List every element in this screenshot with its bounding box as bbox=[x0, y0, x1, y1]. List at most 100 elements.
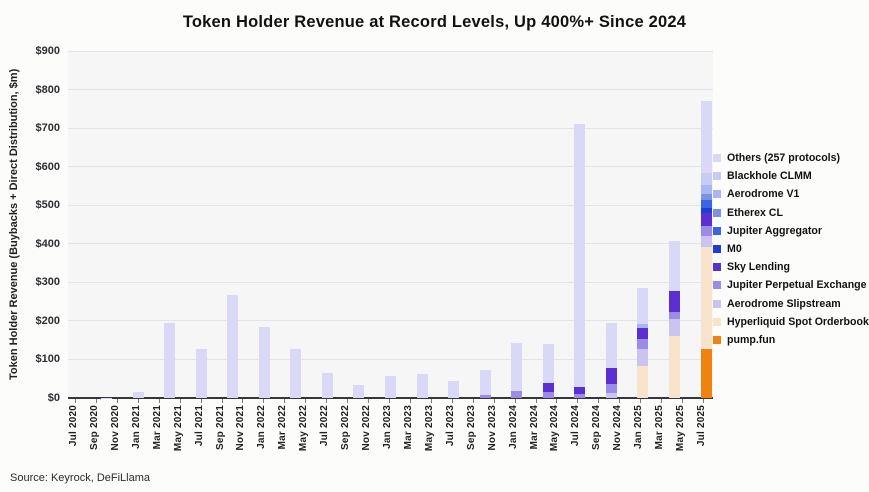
bar-segment bbox=[511, 391, 523, 398]
legend-swatch-icon bbox=[713, 172, 721, 181]
x-tick-label: Jul 2020 bbox=[68, 405, 79, 447]
legend-label: Blackhole CLMM bbox=[727, 170, 812, 183]
legend-swatch-icon bbox=[713, 190, 721, 199]
gridline bbox=[68, 89, 713, 91]
x-tick-mark bbox=[451, 399, 453, 403]
x-tick-label: Mar 2025 bbox=[654, 405, 666, 450]
x-tick-mark bbox=[661, 399, 663, 403]
gridline bbox=[68, 320, 713, 322]
x-tick-mark bbox=[75, 399, 76, 403]
legend-item: Hyperliquid Spot Orderbook bbox=[713, 313, 869, 331]
x-tick-label: Sep 2022 bbox=[340, 405, 352, 450]
x-tick-label: Mar 2024 bbox=[528, 405, 540, 450]
legend-swatch-icon bbox=[713, 299, 721, 308]
bar-segment bbox=[574, 387, 586, 395]
x-tick-mark bbox=[577, 399, 579, 403]
bar-segment bbox=[574, 124, 586, 388]
bar-segment bbox=[574, 394, 586, 398]
legend-label: Others (257 protocols) bbox=[727, 152, 841, 165]
bar-segment bbox=[637, 365, 649, 398]
x-tick-label: Nov 2020 bbox=[109, 405, 121, 451]
bar-segment bbox=[668, 312, 680, 320]
x-tick-label: May 2024 bbox=[549, 405, 561, 452]
bar-segment bbox=[290, 349, 302, 398]
bar-segment bbox=[542, 344, 554, 383]
gridline bbox=[68, 127, 713, 129]
x-tick-mark bbox=[682, 399, 684, 403]
legend-label: Etherex CL bbox=[727, 206, 783, 219]
x-tick-mark bbox=[493, 399, 495, 403]
bar-segment bbox=[511, 343, 523, 392]
legend-label: Aerodrome V1 bbox=[727, 188, 800, 201]
legend-item: Sky Lending bbox=[713, 258, 869, 276]
x-tick-label: Jul 2025 bbox=[696, 405, 707, 447]
x-tick-label: Jul 2022 bbox=[319, 405, 331, 447]
x-tick-mark bbox=[368, 399, 370, 403]
legend-item: Blackhole CLMM bbox=[713, 167, 869, 185]
bar-segment bbox=[700, 184, 712, 195]
x-tick-mark bbox=[200, 399, 202, 403]
gridline bbox=[68, 243, 713, 245]
x-tick-label: Nov 2022 bbox=[361, 405, 373, 451]
bar-segment bbox=[385, 375, 396, 398]
y-tick-label: $100 bbox=[35, 353, 60, 366]
bar-segment bbox=[637, 348, 649, 366]
x-tick-label: May 2025 bbox=[675, 405, 687, 452]
bar-segment bbox=[637, 288, 649, 325]
bar-segment bbox=[542, 382, 554, 393]
legend-item: M0 bbox=[713, 240, 869, 258]
chart-title: Token Holder Revenue at Record Levels, U… bbox=[182, 13, 687, 31]
source-note: Source: Keyrock, DeFiLlama bbox=[10, 472, 150, 484]
bar-segment bbox=[700, 235, 712, 248]
x-tick-mark bbox=[598, 399, 600, 403]
y-tick-label: $900 bbox=[35, 45, 60, 57]
y-axis-title: Token Holder Revenue (Buybacks + Direct … bbox=[8, 68, 20, 381]
x-axis-line bbox=[68, 397, 713, 399]
legend-label: pump.fun bbox=[727, 333, 776, 346]
bar-segment bbox=[542, 392, 554, 398]
bar-segment bbox=[605, 384, 617, 393]
bar-segment bbox=[227, 294, 239, 398]
x-tick-label: Sep 2023 bbox=[465, 405, 477, 450]
bar-segment bbox=[700, 101, 712, 174]
legend: Others (257 protocols) Blackhole CLMM Aero… bbox=[713, 149, 869, 349]
x-tick-mark bbox=[347, 399, 349, 403]
x-tick-label: Sep 2024 bbox=[591, 405, 603, 450]
x-tick-mark bbox=[263, 399, 265, 403]
bar-segment bbox=[321, 372, 333, 398]
y-tick-label: $200 bbox=[35, 314, 60, 327]
x-tick-label: May 2022 bbox=[298, 405, 310, 452]
x-tick-mark bbox=[179, 399, 181, 403]
bar-segment bbox=[668, 319, 680, 336]
x-tick-label: Nov 2021 bbox=[235, 405, 247, 451]
gridline bbox=[68, 281, 713, 283]
legend-label: Aerodrome Slipstream bbox=[727, 297, 841, 310]
plot-area bbox=[68, 50, 713, 399]
bar-segment bbox=[668, 291, 680, 313]
bar-segment bbox=[448, 380, 460, 398]
bar-segment bbox=[637, 339, 649, 349]
legend-label: M0 bbox=[727, 243, 742, 256]
legend-label: Sky Lending bbox=[727, 261, 790, 274]
bar-segment bbox=[700, 200, 712, 208]
gridline bbox=[68, 166, 713, 168]
x-tick-label: Jan 2023 bbox=[382, 405, 393, 449]
bar-segment bbox=[637, 328, 649, 340]
bar-segment bbox=[700, 212, 712, 227]
x-tick-label: May 2021 bbox=[172, 405, 184, 452]
bar-segment bbox=[637, 324, 649, 329]
y-tick-label: $800 bbox=[35, 83, 60, 96]
y-tick-label: $300 bbox=[35, 276, 60, 289]
x-tick-mark bbox=[703, 399, 704, 403]
bar-segment bbox=[416, 374, 428, 398]
bar-segment bbox=[700, 207, 712, 213]
x-tick-mark bbox=[472, 399, 474, 403]
x-tick-mark bbox=[221, 399, 223, 403]
x-tick-mark bbox=[305, 399, 307, 403]
x-tick-mark bbox=[158, 399, 160, 403]
bar-segment bbox=[700, 226, 712, 236]
x-tick-label: Nov 2024 bbox=[612, 405, 624, 451]
x-tick-label: Mar 2023 bbox=[402, 405, 414, 450]
y-tick-label: $600 bbox=[35, 160, 60, 173]
x-tick-mark bbox=[137, 399, 139, 403]
